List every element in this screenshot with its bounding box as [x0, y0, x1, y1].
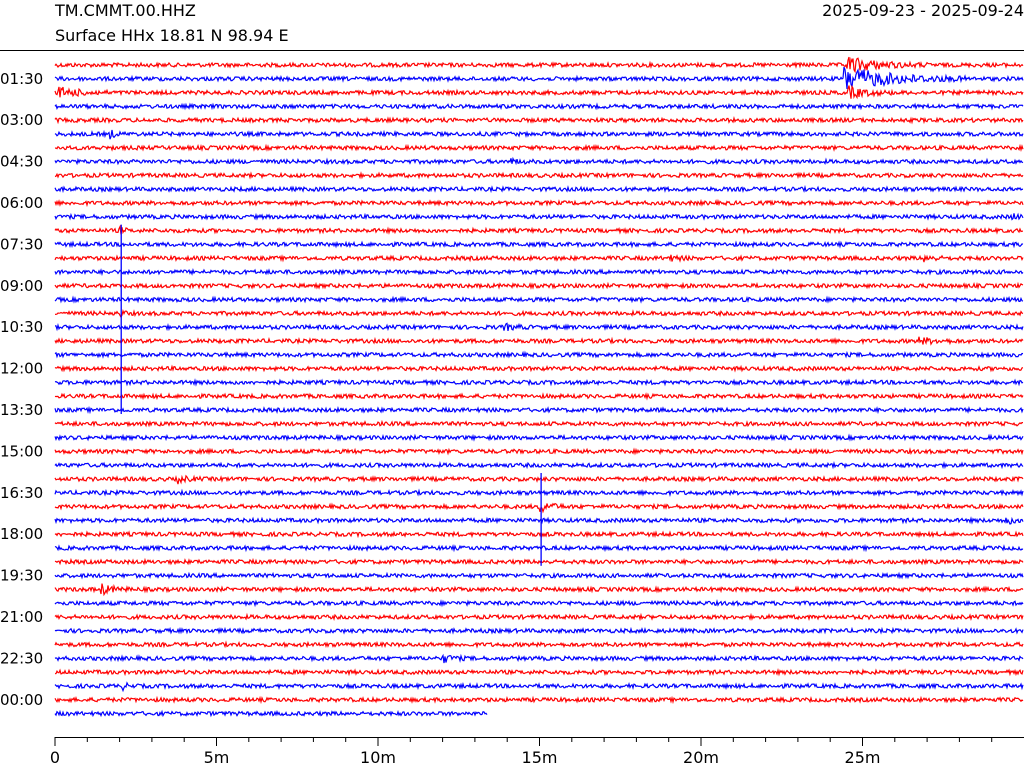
trace-row — [54, 378, 1024, 387]
trace-row — [54, 364, 1024, 373]
row-time-label: 21:00 — [0, 608, 43, 626]
row-time-label: 01:30 — [0, 70, 43, 88]
station-info: Surface HHx 18.81 N 98.94 E — [55, 26, 289, 45]
trace-row — [54, 543, 1024, 553]
x-tick-label: 10m — [360, 748, 396, 767]
trace-row — [54, 309, 1024, 319]
trace-row — [54, 295, 1024, 304]
x-tick-label: 5m — [204, 748, 230, 767]
trace-row — [54, 268, 1024, 277]
trace-row — [54, 350, 1024, 359]
trace-row — [54, 102, 1024, 111]
trace-row — [54, 143, 1024, 152]
trace-row — [54, 281, 1024, 290]
trace-row — [54, 640, 1024, 649]
trace-row — [54, 56, 1024, 74]
x-tick-label: 20m — [683, 748, 719, 767]
trace-row — [54, 653, 1024, 664]
date-range: 2025-09-23 - 2025-09-24 — [822, 1, 1024, 20]
trace-row — [54, 66, 1024, 89]
trace-row — [54, 571, 1024, 580]
x-tick-label: 0 — [50, 748, 60, 767]
trace-row — [54, 667, 1024, 677]
trace-row — [54, 419, 1023, 428]
station-code: TM.CMMT.00.HHZ — [55, 1, 196, 20]
trace-row — [54, 516, 1024, 525]
trace-row — [55, 322, 1024, 332]
trace-row — [54, 115, 1024, 125]
row-time-label: 18:00 — [0, 525, 43, 543]
trace-row — [54, 224, 1023, 235]
trace-row — [54, 583, 1024, 597]
trace-row — [54, 171, 1024, 180]
row-time-label: 10:30 — [0, 318, 43, 336]
trace-row — [54, 460, 1024, 470]
trace-row — [54, 433, 1024, 442]
row-time-label: 09:00 — [0, 277, 43, 295]
trace-row — [54, 502, 1024, 514]
row-time-label: 04:30 — [0, 153, 43, 171]
row-time-label: 15:00 — [0, 442, 43, 460]
row-time-label: 07:30 — [0, 235, 43, 253]
trace-row — [54, 695, 1024, 705]
trace-row — [54, 156, 1024, 166]
trace-row — [54, 474, 1024, 485]
trace-row — [54, 612, 1024, 622]
trace-row — [54, 198, 1024, 208]
trace-row — [54, 405, 1024, 415]
row-time-label: 03:00 — [0, 111, 43, 129]
trace-row — [54, 184, 1024, 194]
trace-row — [54, 598, 1024, 608]
trace-row — [54, 488, 1024, 497]
trace-row — [54, 709, 488, 718]
trace-row — [54, 254, 1024, 263]
trace-row — [54, 392, 1024, 401]
row-time-label: 12:00 — [0, 360, 43, 378]
trace-row — [54, 212, 1024, 221]
x-tick-label: 15m — [522, 748, 558, 767]
trace-row — [54, 681, 1024, 693]
trace-row — [54, 240, 1024, 249]
trace-row — [54, 447, 1024, 456]
trace-row — [54, 84, 1024, 100]
row-time-label: 22:30 — [0, 649, 43, 667]
row-time-label: 06:00 — [0, 194, 43, 212]
trace-row — [54, 530, 1024, 539]
trace-row — [54, 336, 1024, 346]
row-time-label: 00:00 — [0, 691, 43, 709]
trace-row — [54, 129, 1024, 140]
row-time-label: 16:30 — [0, 484, 43, 502]
row-time-label: 13:30 — [0, 401, 43, 419]
trace-row — [54, 626, 1024, 635]
row-time-label: 19:30 — [0, 567, 43, 585]
trace-row — [54, 557, 1024, 566]
x-tick-label: 25m — [845, 748, 881, 767]
